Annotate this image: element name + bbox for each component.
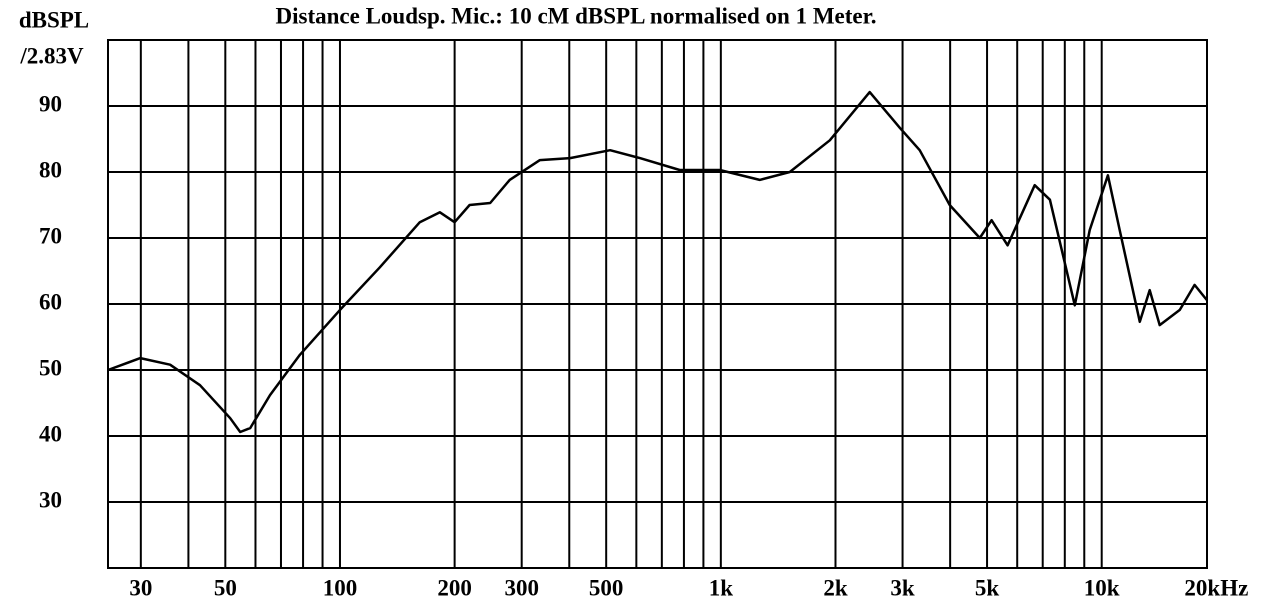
y-tick-label: 50 [39, 355, 62, 380]
chart-title: Distance Loudsp. Mic.: 10 cM dBSPL norma… [276, 3, 877, 28]
y-axis-label: /2.83V [19, 43, 84, 68]
x-tick-label: 100 [323, 575, 358, 600]
x-tick-label: 300 [504, 575, 539, 600]
y-tick-label: 90 [39, 91, 62, 116]
y-tick-label: 70 [39, 223, 62, 248]
x-tick-label: 500 [589, 575, 624, 600]
x-tick-label: 20kHz [1184, 575, 1248, 600]
x-tick-label: 3k [890, 575, 915, 600]
x-tick-label: 30 [129, 575, 152, 600]
x-tick-label: 200 [437, 575, 472, 600]
x-tick-label: 5k [975, 575, 1000, 600]
x-tick-label: 2k [823, 575, 848, 600]
y-tick-label: 30 [39, 487, 62, 512]
x-tick-label: 10k [1084, 575, 1120, 600]
y-tick-label: 80 [39, 157, 62, 182]
x-tick-label: 1k [709, 575, 734, 600]
y-tick-label: 60 [39, 289, 62, 314]
x-tick-label: 50 [214, 575, 237, 600]
y-tick-label: 40 [39, 421, 62, 446]
y-axis-label: dBSPL [19, 7, 89, 32]
response-curve [107, 90, 1208, 434]
